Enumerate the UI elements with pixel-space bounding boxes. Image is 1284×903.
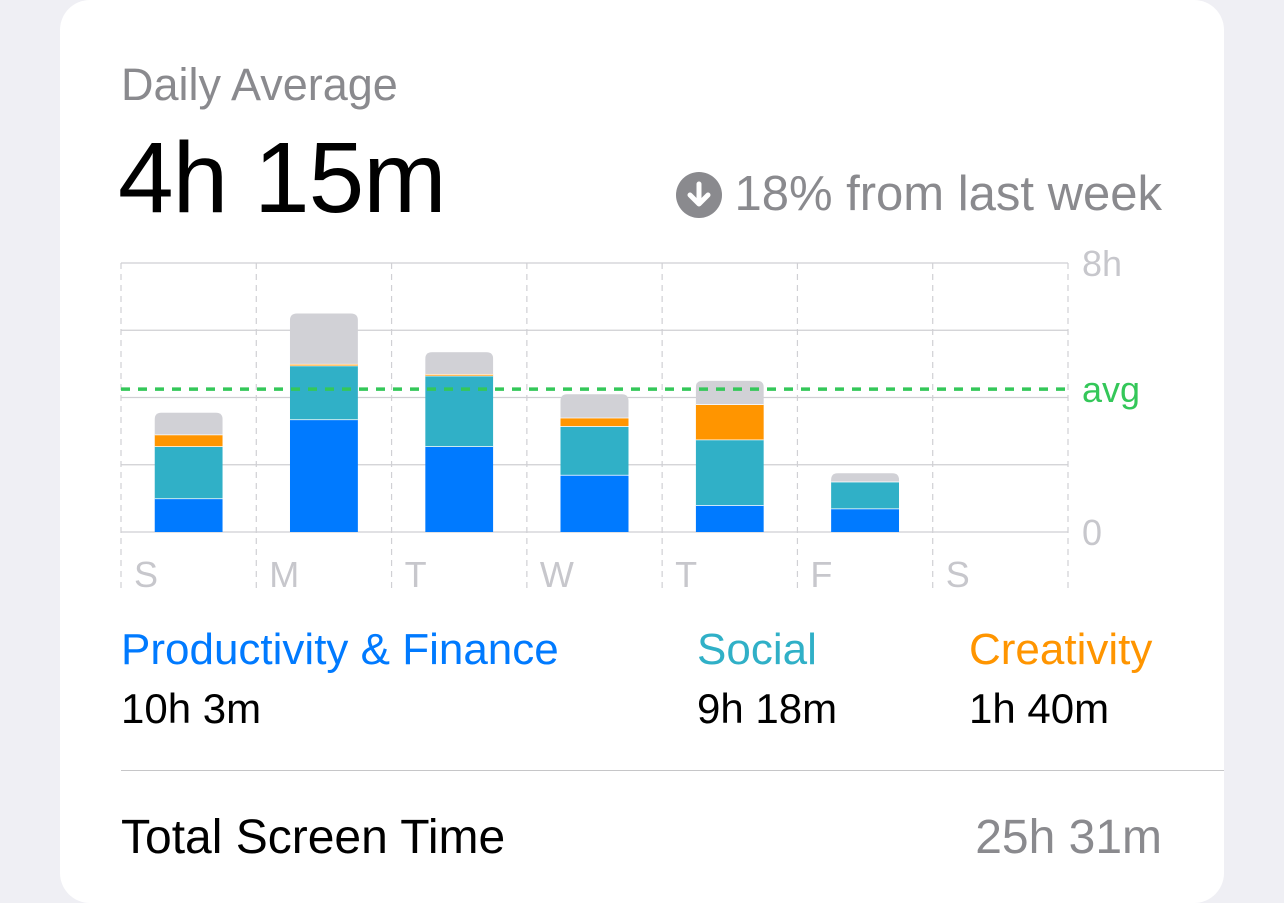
- bar-2[interactable]: [425, 352, 494, 532]
- bar-segment: [289, 365, 358, 420]
- category-time: 10h 3m: [121, 685, 262, 732]
- y-tick-label: 8h: [1082, 243, 1122, 284]
- bar-segment: [560, 474, 629, 532]
- bar-3[interactable]: [560, 394, 629, 532]
- category-social[interactable]: Social 9h 18m: [697, 628, 837, 730]
- total-screen-time-value: 25h 31m: [975, 811, 1162, 864]
- screen-time-card: [60, 0, 1224, 903]
- category-name: Productivity & Finance: [121, 625, 559, 674]
- arrow-down-circle-icon: [676, 171, 723, 218]
- category-productivity[interactable]: Productivity & Finance 10h 3m: [121, 628, 559, 730]
- bar-segment: [695, 380, 764, 405]
- bar-segment: [289, 363, 358, 366]
- day-label: T: [405, 554, 427, 595]
- bar-segment: [425, 352, 494, 374]
- bar-segment: [831, 481, 900, 509]
- average-label: avg: [1082, 369, 1140, 410]
- bar-segment: [154, 434, 223, 447]
- bar-segment: [560, 426, 629, 475]
- day-label: S: [946, 554, 970, 595]
- bar-segment: [560, 394, 629, 418]
- total-screen-time-label[interactable]: Total Screen Time: [121, 811, 506, 864]
- day-label: F: [810, 554, 832, 595]
- bar-4[interactable]: [695, 380, 764, 532]
- category-creativity[interactable]: Creativity 1h 40m: [969, 628, 1152, 730]
- day-label: W: [540, 554, 574, 595]
- bar-segment: [560, 417, 629, 427]
- bar-segment: [831, 508, 900, 532]
- bar-segment: [425, 375, 494, 447]
- weekly-change: 18% from last week: [676, 170, 1162, 219]
- category-name: Creativity: [969, 625, 1153, 674]
- bar-segment: [695, 439, 764, 506]
- category-time: 9h 18m: [697, 685, 838, 732]
- divider: [121, 770, 1224, 771]
- category-name: Social: [697, 625, 817, 674]
- bar-segment: [154, 412, 223, 435]
- daily-average-label: Daily Average: [121, 59, 398, 110]
- weekly-change-text: 18% from last week: [734, 167, 1162, 221]
- bar-segment: [289, 313, 358, 364]
- bar-segment: [695, 404, 764, 440]
- bar-1[interactable]: [289, 313, 358, 532]
- category-time: 1h 40m: [969, 685, 1110, 732]
- daily-average-value: 4h 15m: [118, 122, 447, 234]
- day-label: M: [269, 554, 299, 595]
- day-label: T: [675, 554, 697, 595]
- bar-segment: [425, 373, 494, 376]
- bar-0[interactable]: [154, 412, 223, 532]
- y-tick-label: 0: [1082, 512, 1102, 553]
- bar-segment: [425, 446, 494, 532]
- bar-segment: [695, 505, 764, 532]
- day-label: S: [134, 554, 158, 595]
- bar-segment: [289, 419, 358, 532]
- bar-5[interactable]: [831, 473, 900, 532]
- bar-segment: [154, 446, 223, 499]
- bar-segment: [154, 498, 223, 532]
- bar-segment: [831, 473, 900, 482]
